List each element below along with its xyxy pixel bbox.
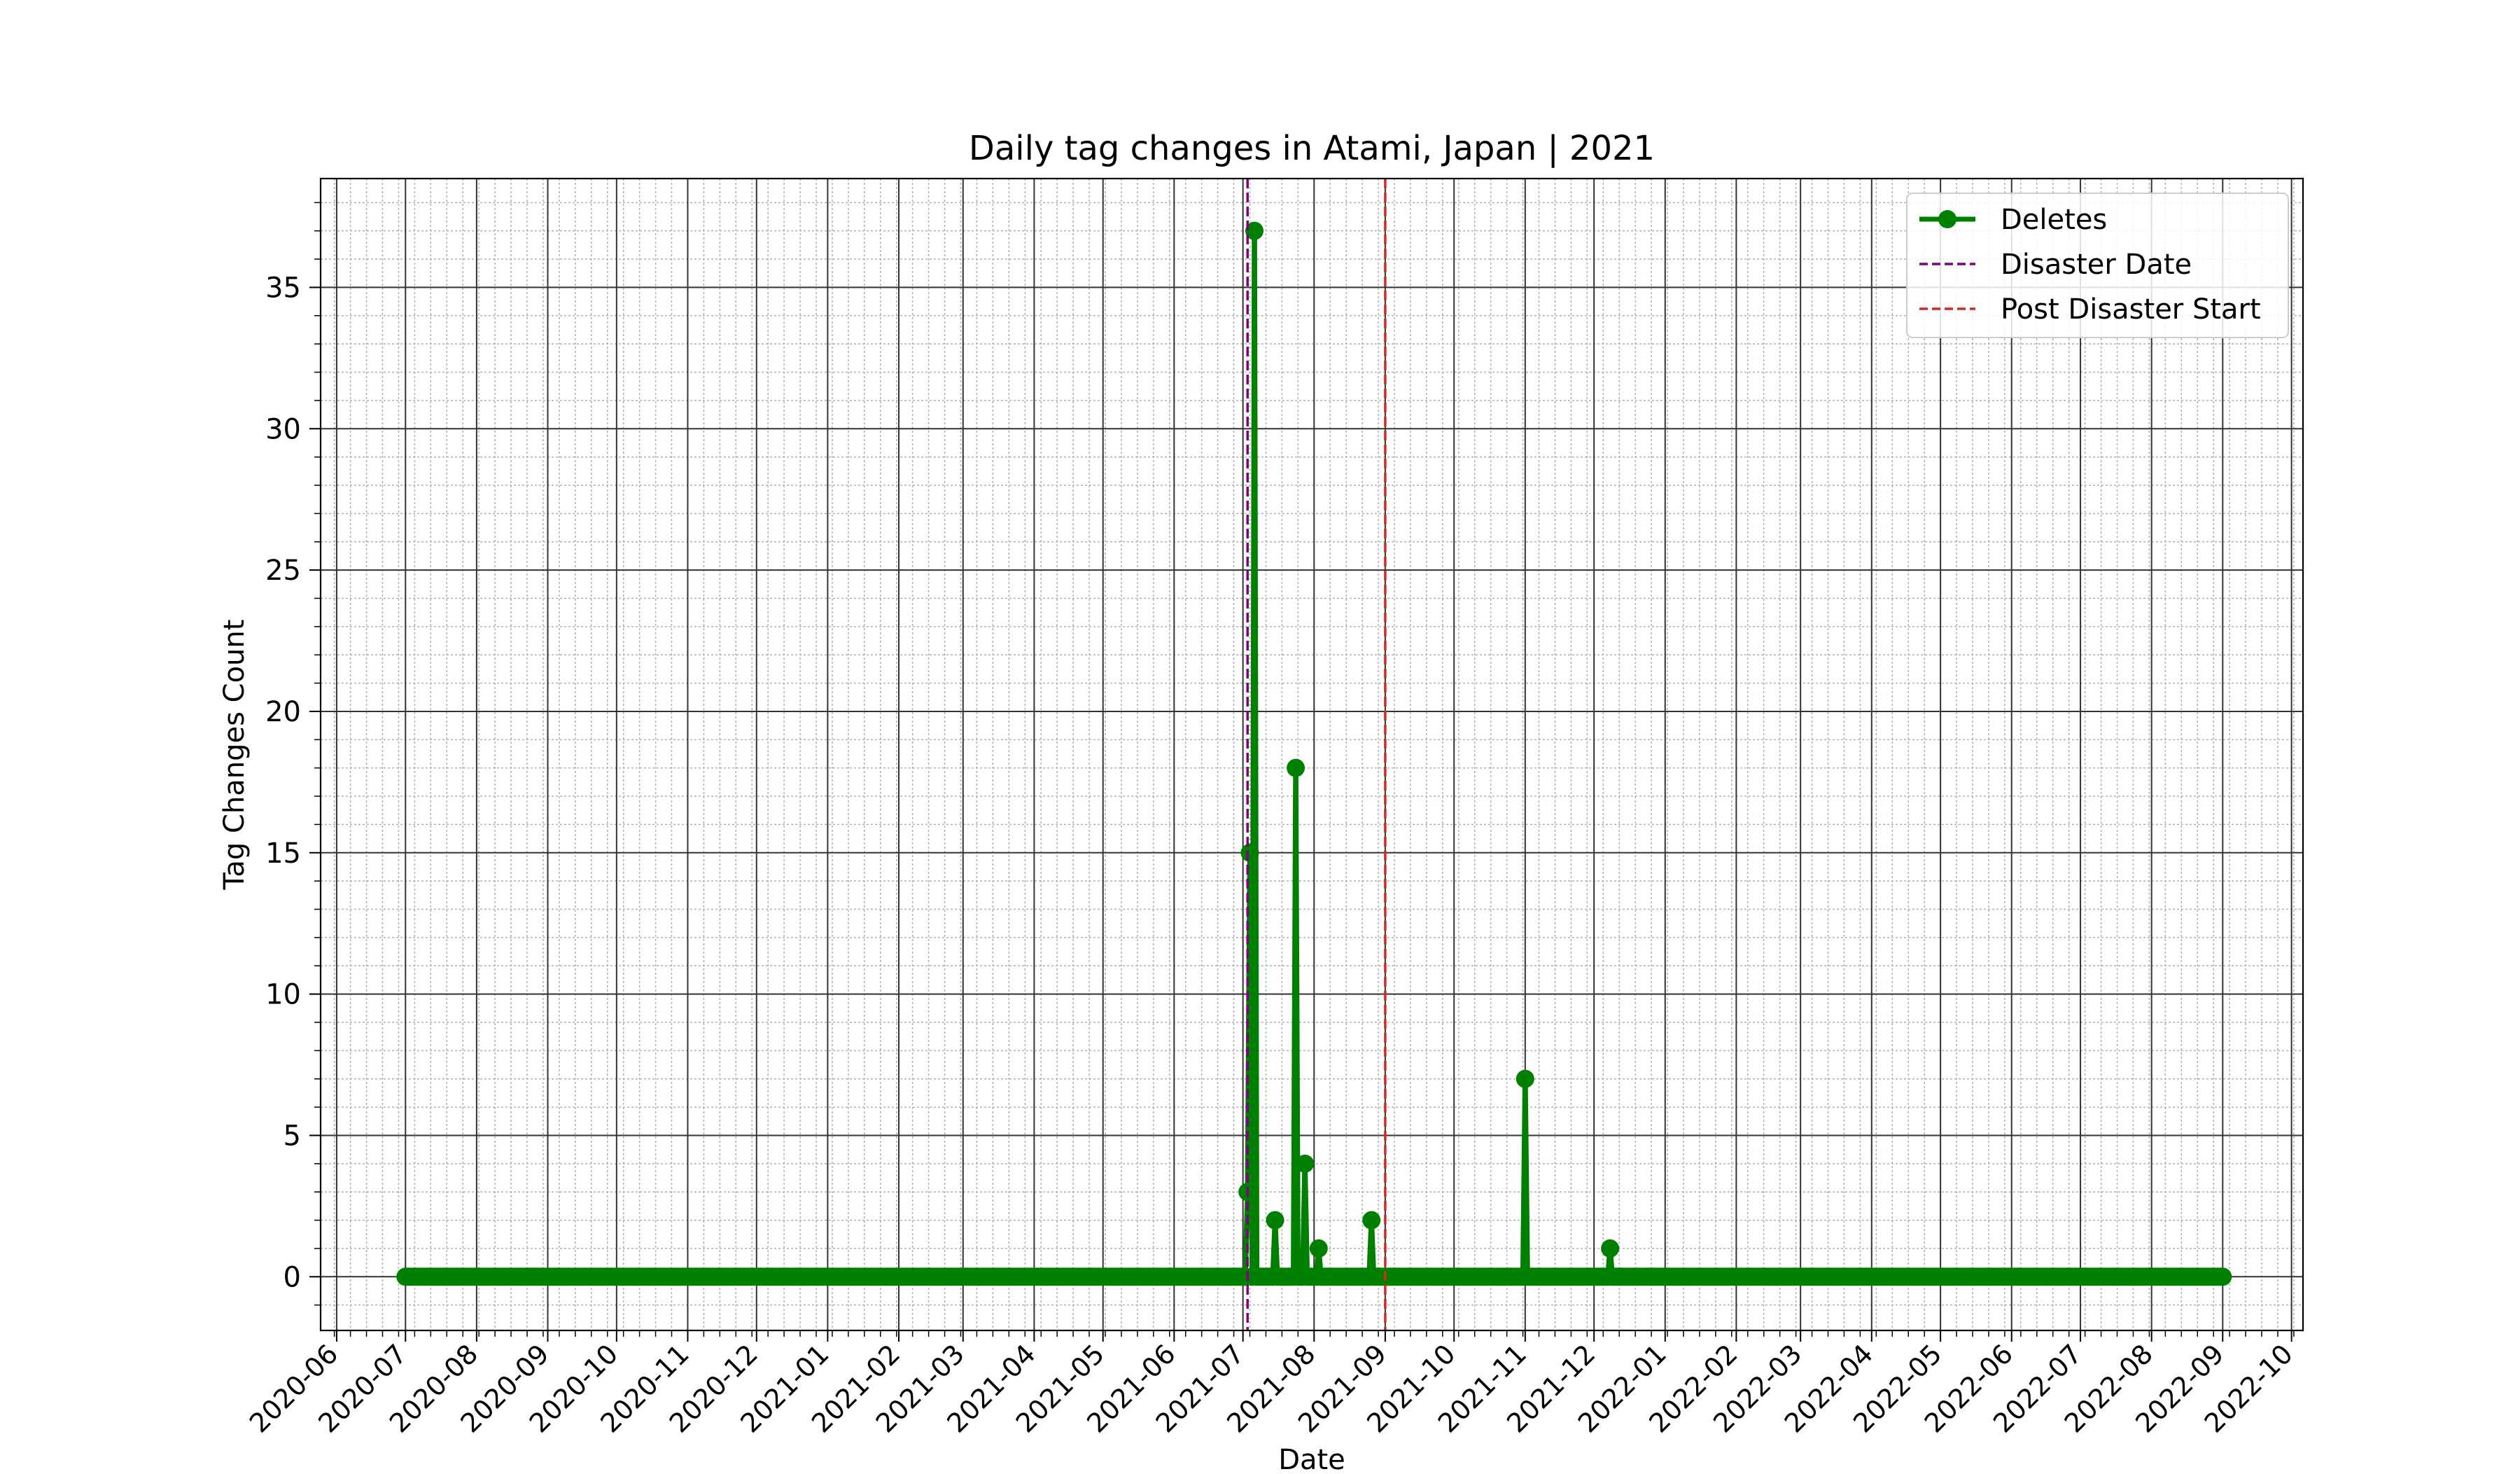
chart-title: Daily tag changes in Atami, Japan | 2021: [969, 129, 1655, 168]
y-tick-label: 35: [265, 272, 301, 304]
y-tick-label: 25: [265, 555, 301, 587]
y-tick-label: 30: [265, 413, 301, 445]
data-point: [1309, 1239, 1328, 1258]
data-point: [1240, 843, 1259, 862]
data-point: [2213, 1267, 2232, 1286]
y-tick-label: 5: [284, 1120, 301, 1152]
legend-label: Post Disaster Start: [2001, 293, 2261, 326]
y-tick-label: 15: [265, 837, 301, 870]
y-tick-label: 20: [265, 696, 301, 728]
legend: Deletes Disaster Date Post Disaster Start: [1906, 193, 2289, 338]
y-tick-label: 10: [265, 979, 301, 1011]
legend-label: Disaster Date: [2001, 249, 2192, 281]
plot-frame: [319, 177, 2304, 1332]
data-point: [1296, 1154, 1315, 1173]
data-point: [1266, 1211, 1284, 1230]
data-point: [1362, 1211, 1381, 1230]
x-axis-label: Date: [1278, 1444, 1345, 1470]
data-point: [1287, 758, 1306, 777]
legend-label: Deletes: [2001, 204, 2107, 236]
y-axis-label: Tag Changes Count: [218, 620, 251, 891]
y-tick-label: 0: [284, 1261, 301, 1293]
data-point: [1516, 1069, 1534, 1088]
legend-box: [1906, 193, 2289, 338]
data-point: [1601, 1239, 1620, 1258]
legend-marker: [1938, 210, 1956, 228]
data-point: [1245, 221, 1264, 240]
